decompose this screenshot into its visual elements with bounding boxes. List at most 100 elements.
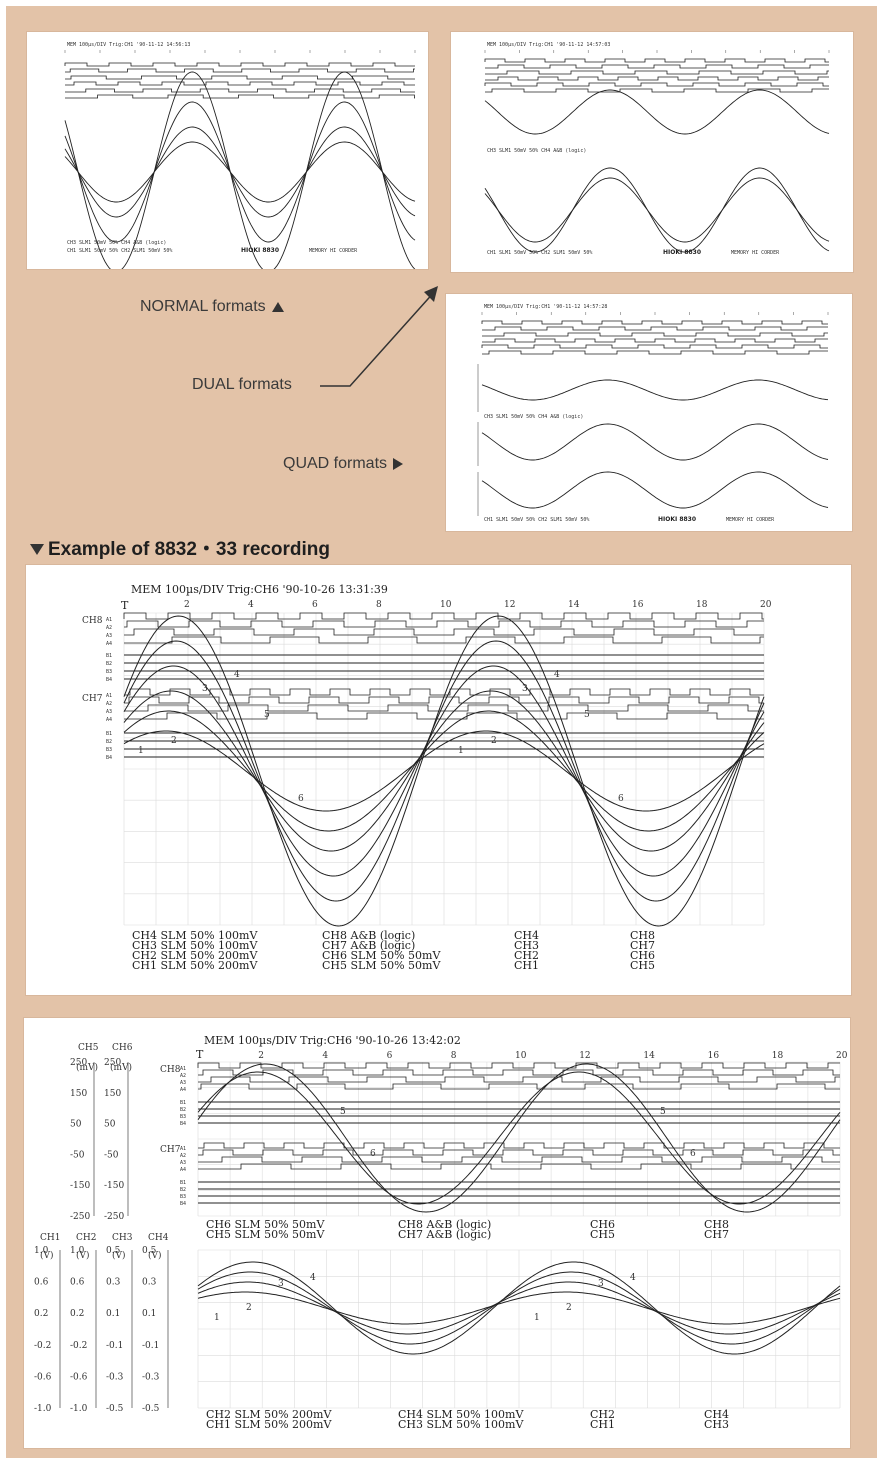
footer-line: CH3 SLM 50% 100mV	[132, 939, 258, 952]
dual-formats-text: DUAL formats	[192, 376, 292, 393]
scale-value: 250	[70, 1058, 87, 1068]
logic-row-label: B1	[106, 653, 112, 659]
logic-row	[124, 704, 764, 712]
normal-format-thumbnail: MEM 100µs/DIV Trig:CH1 '90-11-12 14:56:1…	[27, 32, 428, 269]
footer-line: CH2	[514, 949, 539, 962]
thumb-header: MEM 100µs/DIV Trig:CH1 '90-11-12 14:56:1…	[67, 42, 190, 48]
time-tick-label: 8	[451, 1051, 457, 1061]
footer-line: CH3 SLM 50% 100mV	[398, 1418, 524, 1431]
time-tick-label: 10	[440, 600, 452, 610]
thumb-wave	[484, 89, 830, 135]
logic-row	[198, 1163, 840, 1170]
logic-row	[198, 1083, 840, 1090]
logic-row-label: B1	[180, 1180, 186, 1186]
analog-wave	[123, 690, 765, 852]
scale-value: 0.5	[106, 1246, 121, 1256]
quad-formats-text: QUAD formats	[283, 455, 388, 472]
thumb-footer: CH1 SLM1 50mV 50% CH2 SLM1 50mV 50%	[484, 517, 589, 523]
logic-row-label: B1	[106, 731, 112, 737]
wave-label: 5	[584, 710, 590, 720]
quad-format-thumbnail: MEM 100µs/DIV Trig:CH1 '90-11-12 14:57:2…	[446, 294, 852, 531]
scale-value: 50	[70, 1120, 82, 1130]
example-header: Example of 8832・33 recording	[30, 534, 330, 561]
logic-row-label: A1	[106, 617, 112, 623]
thumb-logic-row	[485, 88, 829, 93]
trig-marker: T	[196, 1048, 204, 1061]
wave-label: 2	[171, 736, 177, 746]
thumb-grid	[477, 312, 829, 516]
mid-legend-line: CH7	[704, 1228, 729, 1241]
scale-value: -1.0	[70, 1404, 88, 1414]
scale-header: CH5	[78, 1043, 99, 1053]
logic-row-label: A2	[180, 1153, 186, 1159]
logic-row	[198, 1142, 840, 1149]
time-tick-label: 18	[696, 600, 708, 610]
scale-value: -0.1	[142, 1341, 159, 1351]
scale-unit: (V)	[40, 1250, 54, 1261]
scale-value: 1.0	[70, 1246, 85, 1256]
mid-legend-line: CH7 A&B (logic)	[398, 1228, 491, 1241]
footer-line: CH2 SLM 50% 200mV	[132, 949, 258, 962]
analog-wave	[123, 730, 765, 812]
scale-unit: (mV)	[76, 1062, 98, 1073]
dual-format-thumbnail: MEM 100µs/DIV Trig:CH1 '90-11-12 14:57:0…	[451, 32, 853, 272]
logic-row-label: B2	[106, 739, 112, 745]
footer-line: CH5 SLM 50% 50mV	[322, 959, 441, 972]
thumb-header: MEM 100µs/DIV Trig:CH1 '90-11-12 14:57:2…	[484, 304, 607, 310]
ch-label: CH8	[160, 1065, 181, 1075]
wave-label: 4	[234, 670, 240, 680]
dual-format-plot: MEM 100µs/DIV Trig:CH1 '90-11-12 14:57:0…	[484, 42, 830, 256]
wave-label: 3	[278, 1279, 284, 1289]
time-tick-label: 6	[387, 1051, 393, 1061]
scale-value: -0.3	[106, 1372, 124, 1382]
time-tick-label: 14	[643, 1051, 655, 1061]
thumb-logic-row	[484, 58, 829, 63]
panel1-grid: CH8 CH7	[82, 612, 765, 926]
triangle-up-icon	[271, 301, 284, 312]
thumb-logic-row	[485, 76, 829, 81]
time-tick-label: 20	[760, 600, 772, 610]
logic-row-label: A4	[180, 1167, 186, 1173]
trig-marker: T	[121, 599, 129, 612]
time-tick-label: 20	[836, 1051, 848, 1061]
logic-row-label: A2	[106, 625, 112, 631]
thumb-waves	[484, 89, 830, 253]
wave-label: 4	[630, 1273, 636, 1283]
footer-line: CH4	[514, 929, 539, 942]
logic-row	[123, 612, 764, 620]
logic-row-label: A4	[106, 717, 112, 723]
scale-value: -0.6	[70, 1372, 88, 1382]
scale-value: -150	[70, 1181, 90, 1191]
thumb-mid-label: CH3 SLM1 50mV 50% CH4 A&B (logic)	[487, 148, 586, 154]
wave-label: 5	[660, 1107, 666, 1117]
scale-value: 0.1	[106, 1309, 120, 1319]
footer-line: CH8	[630, 929, 655, 942]
scale-unit: (V)	[76, 1250, 90, 1261]
time-tick-label: 2	[184, 600, 190, 610]
logic-row-label: A1	[180, 1066, 186, 1072]
panel2-scales: CH5(mV)25015050-50-150-250CH6(mV)2501505…	[34, 1043, 169, 1414]
mid-legend-line: CH5 SLM 50% 50mV	[206, 1228, 325, 1241]
thumb-logic-row	[481, 344, 828, 349]
mid-legend-line: CH6 SLM 50% 50mV	[206, 1218, 325, 1231]
logic-row-label: B4	[106, 677, 112, 683]
footer-line: CH3	[704, 1418, 729, 1431]
logic-row-label: A4	[180, 1087, 186, 1093]
wave-label: 6	[690, 1149, 696, 1159]
logic-row	[124, 620, 764, 628]
scale-value: 0.6	[70, 1278, 85, 1288]
thumb-footer-1: CH3 SLM1 50mV 50% CH4 A&B (logic)	[67, 240, 166, 246]
time-tick-label: 16	[632, 600, 644, 610]
thumb-logic-row	[65, 68, 415, 73]
logic-row	[124, 712, 764, 720]
thumb-wave	[484, 167, 830, 253]
thumb-logic-row	[482, 338, 828, 343]
scale-value: -0.3	[142, 1372, 160, 1382]
scale-header: CH3	[112, 1233, 133, 1243]
footer-line: CH3	[514, 939, 539, 952]
thumb-logic-row	[65, 75, 415, 80]
logic-row-label: B2	[180, 1107, 186, 1113]
